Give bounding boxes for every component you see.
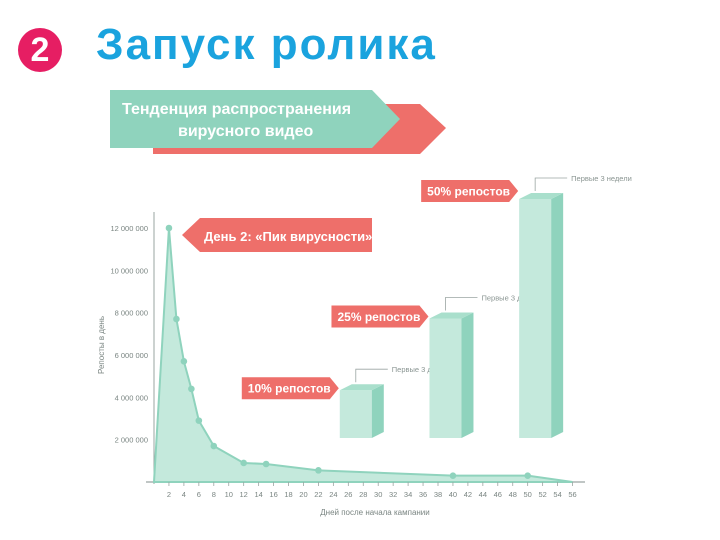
data-point: [195, 417, 203, 424]
y-axis-label: Репосты в день: [97, 316, 106, 374]
banner-line1: Тенденция распространения: [122, 101, 351, 118]
y-tick-label: 6 000 000: [115, 351, 148, 360]
bar-caption: Первые 3 недели: [571, 174, 632, 183]
x-tick-label: 6: [197, 490, 201, 499]
x-tick-label: 12: [240, 490, 248, 499]
x-tick-label: 32: [389, 490, 397, 499]
bar-front: [429, 318, 462, 438]
x-tick-labels: 2 4 6 8 10 12 14 16 18 20 22 24 26 28 30 32 34 36 38 40 42 44…: [167, 482, 577, 499]
y-tick-label: 12 000 000: [110, 224, 148, 233]
bar-side: [551, 193, 564, 438]
peak-annotation: День 2: «Пик вирусности»: [182, 218, 372, 252]
banner-line2: вирусного видео: [178, 123, 313, 140]
slide-number-badge: 2: [18, 28, 62, 72]
x-tick-label: 30: [374, 490, 382, 499]
data-point: [165, 224, 173, 232]
y-tick-labels: 2 000 000 4 000 000 6 000 000 8 000 000 10 0…: [110, 224, 148, 445]
y-tick-label: 2 000 000: [115, 436, 148, 445]
peak-annotation-arrow: [182, 218, 372, 252]
peak-annotation-label: День 2: «Пик вирусности»: [204, 229, 372, 244]
data-point: [262, 460, 270, 468]
bar-top: [429, 312, 474, 319]
area-fill: [152, 227, 573, 483]
x-axis-label: Дней после начала кампании: [320, 508, 430, 517]
x-tick-label: 24: [329, 490, 337, 499]
x-tick-label: 4: [182, 490, 186, 499]
y-tick-label: 4 000 000: [115, 393, 148, 402]
bar-side: [461, 312, 474, 438]
data-point: [449, 472, 457, 479]
bar-top: [339, 384, 384, 391]
bar-percent-label: 50% репостов: [427, 185, 510, 199]
bar-percent-label: 10% репостов: [248, 382, 331, 396]
x-tick-label: 2: [167, 490, 171, 499]
bar-caption-line: [534, 177, 568, 191]
x-tick-label: 18: [284, 490, 292, 499]
bar-caption-line: [445, 297, 478, 311]
x-tick-label: 20: [299, 490, 307, 499]
bar-side: [371, 384, 384, 438]
bar-front: [519, 199, 552, 438]
bar-percent-tag: [241, 377, 339, 400]
bar-caption-line: [355, 368, 388, 383]
data-point: [173, 315, 180, 323]
banner-front: [110, 90, 400, 148]
y-tick-label: 10 000 000: [110, 266, 148, 275]
x-tick-label: 46: [494, 490, 502, 499]
x-tick-label: 44: [479, 490, 487, 499]
bar-percent-tag: [331, 305, 429, 328]
x-tick-label: 50: [524, 490, 532, 499]
x-tick-label: 34: [404, 490, 412, 499]
x-tick-label: 16: [269, 490, 277, 499]
bar-percent-tag: [421, 180, 519, 202]
data-point: [240, 459, 247, 467]
bar-front: [339, 390, 372, 438]
x-tick-label: 48: [509, 490, 517, 499]
bar-caption: Первые 3 дня: [481, 294, 529, 303]
x-tick-label: 10: [225, 490, 233, 499]
bar-top: [519, 193, 564, 199]
x-tick-label: 56: [568, 490, 576, 499]
data-point: [188, 385, 195, 393]
x-tick-label: 22: [314, 490, 322, 499]
x-tick-label: 26: [344, 490, 352, 499]
bars-layer: Первые 3 дня 10% репостов Первые 3 дня 25% …: [241, 174, 632, 438]
data-point: [524, 472, 531, 479]
bar-caption: Первые 3 дня: [392, 365, 440, 374]
x-tick-label: 54: [553, 490, 561, 499]
x-tick-label: 40: [449, 490, 457, 499]
data-point: [315, 467, 322, 474]
x-tick-label: 42: [464, 490, 472, 499]
x-tick-label: 14: [254, 490, 262, 499]
y-tick-label: 8 000 000: [115, 309, 148, 318]
x-tick-label: 8: [212, 490, 216, 499]
x-tick-label: 36: [419, 490, 427, 499]
banner: Тенденция распространения вирусного виде…: [110, 90, 446, 154]
area-layer: [152, 224, 573, 483]
bar-percent-label: 25% репостов: [337, 310, 420, 324]
x-tick-label: 52: [538, 490, 546, 499]
x-tick-label: 28: [359, 490, 367, 499]
x-tick-label: 38: [434, 490, 442, 499]
data-point: [180, 358, 188, 365]
data-point: [210, 442, 218, 450]
slide-title: Запуск ролика: [96, 20, 437, 69]
